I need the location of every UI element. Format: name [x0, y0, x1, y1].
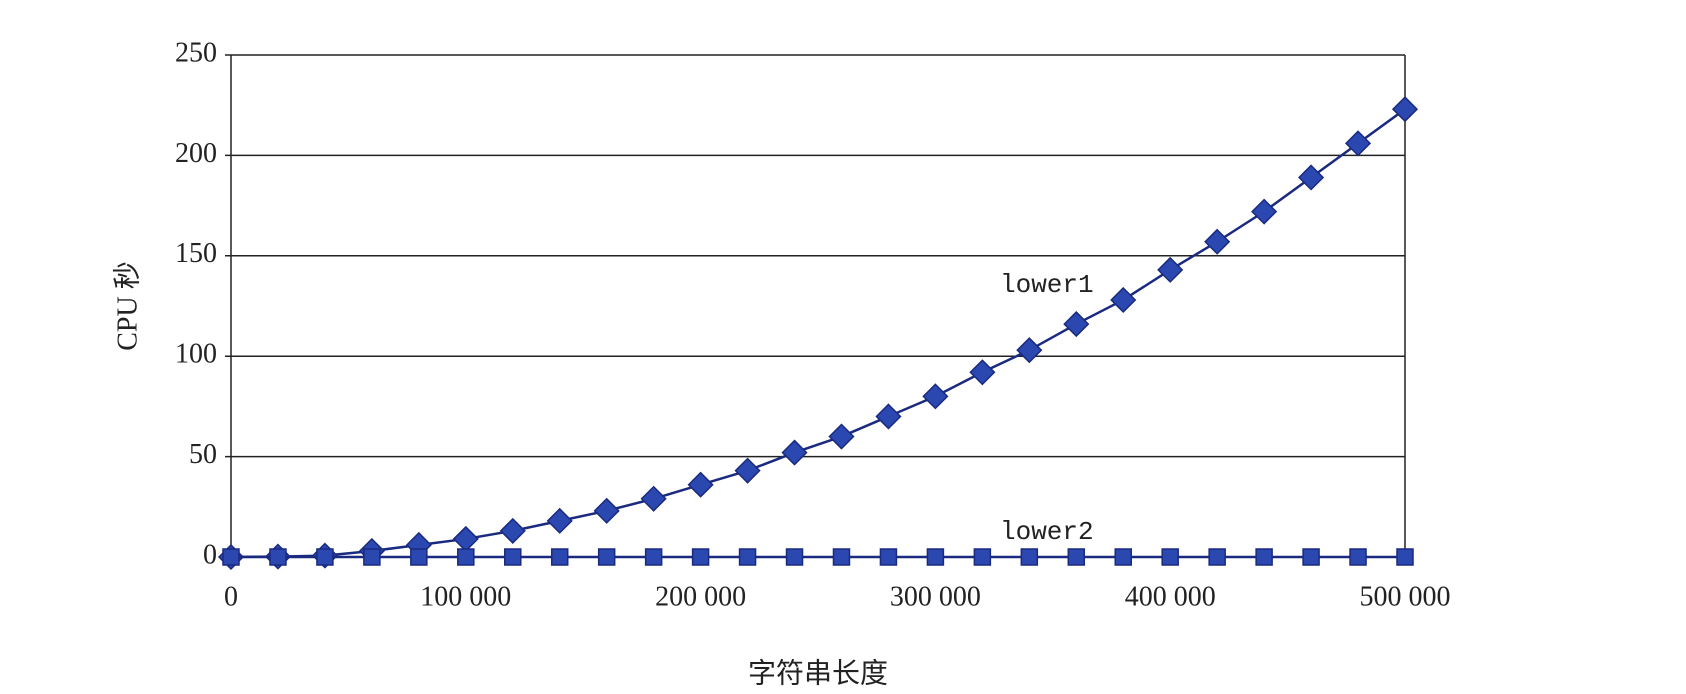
- marker: [734, 457, 761, 484]
- marker: [644, 548, 663, 566]
- marker: [410, 548, 428, 566]
- marker: [1016, 337, 1043, 364]
- marker: [1298, 164, 1325, 191]
- marker: [781, 439, 808, 466]
- marker: [973, 548, 992, 566]
- marker: [269, 548, 287, 566]
- marker: [550, 548, 569, 566]
- marker: [687, 471, 714, 498]
- x-tick-label: 500 000: [1360, 581, 1451, 612]
- marker: [1157, 256, 1184, 283]
- y-tick-label: 200: [175, 138, 217, 169]
- marker: [1344, 130, 1372, 157]
- marker: [1204, 228, 1231, 255]
- marker: [738, 548, 757, 566]
- marker: [1110, 286, 1137, 314]
- series-label: lower1: [1000, 270, 1094, 300]
- y-axis-label: CPU 秒: [111, 261, 143, 350]
- marker: [1114, 548, 1132, 566]
- marker: [593, 497, 620, 524]
- marker: [1251, 198, 1278, 225]
- marker: [452, 525, 479, 552]
- x-tick-label: 400 000: [1125, 581, 1216, 612]
- marker: [785, 548, 804, 566]
- marker: [1255, 548, 1273, 566]
- marker: [597, 548, 616, 566]
- marker: [969, 359, 996, 386]
- x-tick-label: 0: [224, 581, 238, 612]
- marker: [691, 548, 710, 566]
- marker: [922, 383, 949, 410]
- marker: [1396, 548, 1414, 566]
- y-tick-label: 0: [203, 539, 217, 570]
- y-tick-label: 150: [175, 238, 217, 269]
- marker: [832, 548, 851, 566]
- y-tick-label: 100: [175, 339, 217, 370]
- marker: [504, 548, 522, 566]
- x-tick-label: 200 000: [655, 581, 746, 612]
- series-label: lower2: [1000, 517, 1094, 547]
- marker: [363, 548, 381, 566]
- marker: [828, 423, 855, 450]
- marker: [1302, 548, 1320, 566]
- marker: [1063, 311, 1090, 338]
- marker: [1161, 548, 1179, 566]
- marker: [222, 548, 240, 566]
- x-axis-label: 字符串长度: [748, 657, 888, 689]
- x-tick-label: 100 000: [420, 581, 511, 612]
- marker: [1349, 548, 1367, 566]
- series-line: [230, 108, 1406, 559]
- marker: [546, 507, 573, 534]
- y-tick-label: 250: [175, 37, 217, 68]
- marker: [457, 548, 475, 566]
- marker: [640, 485, 667, 512]
- marker: [499, 517, 526, 544]
- marker: [316, 548, 334, 566]
- y-tick-label: 50: [189, 439, 217, 470]
- marker: [1208, 548, 1226, 566]
- x-tick-label: 300 000: [890, 581, 981, 612]
- marker: [1020, 548, 1039, 566]
- marker: [875, 403, 902, 430]
- marker: [1391, 96, 1419, 123]
- marker: [1067, 548, 1086, 566]
- marker: [926, 548, 945, 566]
- marker: [879, 548, 898, 566]
